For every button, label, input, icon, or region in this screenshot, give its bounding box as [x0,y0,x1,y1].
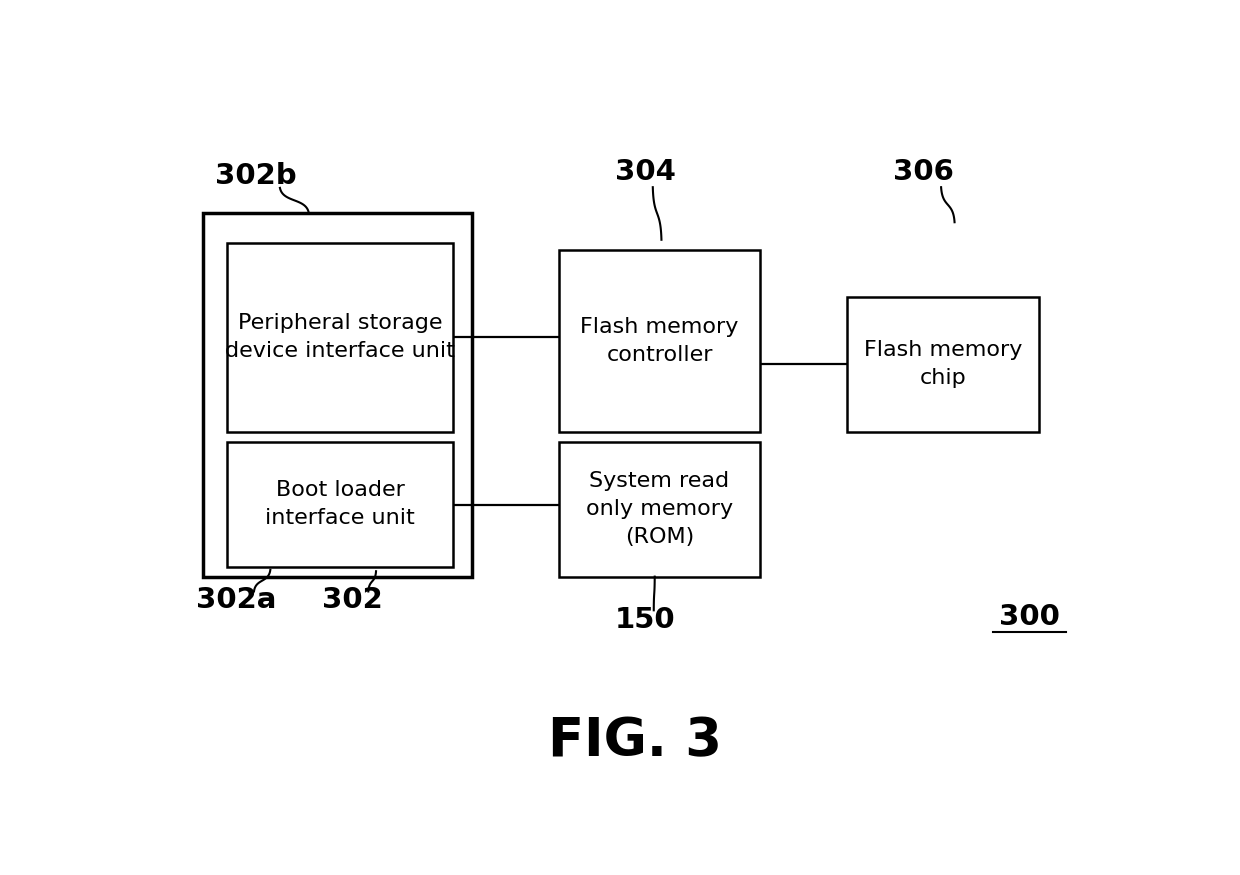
Text: 150: 150 [615,606,676,634]
Text: FIG. 3: FIG. 3 [548,716,723,767]
Bar [227,243,453,431]
Text: 302b: 302b [215,162,296,190]
Text: Flash memory
chip: Flash memory chip [864,340,1022,388]
Text: Peripheral storage
device interface unit: Peripheral storage device interface unit [224,313,455,361]
Bar [203,213,472,577]
Text: Flash memory
controller: Flash memory controller [580,317,739,365]
Text: 302a: 302a [196,586,277,614]
Text: 302: 302 [321,586,382,614]
Text: 304: 304 [615,158,676,186]
Text: System read
only memory
(ROM): System read only memory (ROM) [587,472,733,547]
Text: 300: 300 [999,603,1060,631]
Text: 306: 306 [893,158,955,186]
Bar [847,297,1039,431]
Bar [558,250,760,431]
Text: Boot loader
interface unit: Boot loader interface unit [265,480,415,528]
Bar [227,442,453,566]
Bar [558,442,760,577]
